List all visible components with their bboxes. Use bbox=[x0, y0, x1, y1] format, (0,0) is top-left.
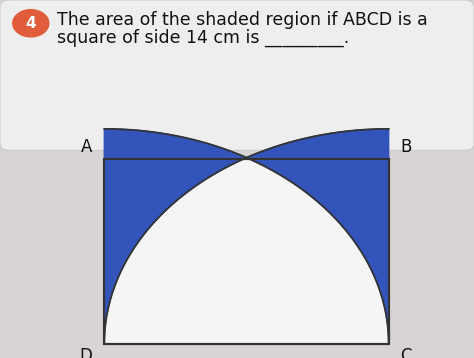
Text: B: B bbox=[401, 138, 412, 156]
Text: The area of the shaded region if ABCD is a: The area of the shaded region if ABCD is… bbox=[57, 11, 428, 29]
Polygon shape bbox=[104, 129, 246, 344]
Bar bbox=[104, 159, 389, 344]
Bar bbox=[104, 159, 389, 344]
Polygon shape bbox=[246, 129, 389, 344]
Text: 4: 4 bbox=[26, 16, 36, 31]
Text: square of side 14 cm is _________.: square of side 14 cm is _________. bbox=[57, 28, 349, 47]
Text: C: C bbox=[401, 347, 412, 358]
Circle shape bbox=[13, 10, 49, 37]
Text: A: A bbox=[81, 138, 92, 156]
FancyBboxPatch shape bbox=[0, 0, 474, 150]
Text: D: D bbox=[80, 347, 92, 358]
